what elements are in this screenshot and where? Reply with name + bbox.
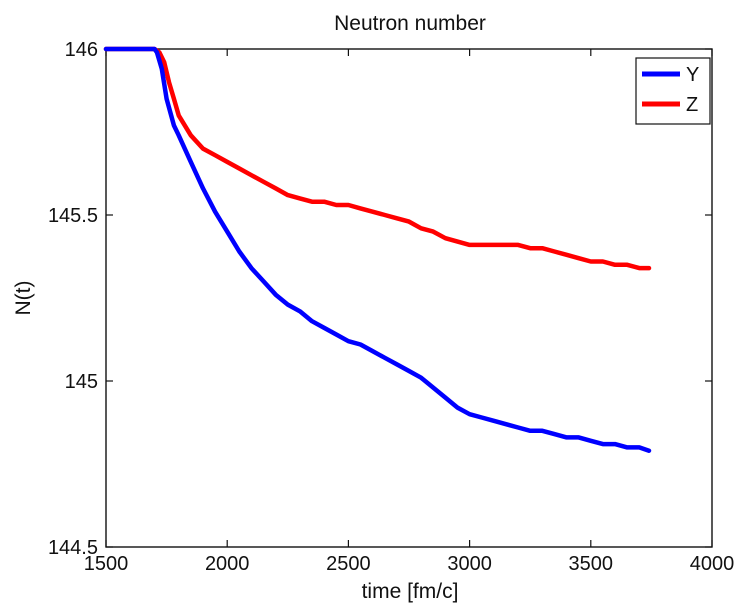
y-axis-label: N(t) [12,281,35,316]
y-tick-label: 145.5 [48,205,98,227]
plot-frame [105,48,713,548]
series-line-y [103,46,652,453]
x-axis-label: time [fm/c] [362,580,459,603]
series-line-z [103,46,652,271]
y-tick-label: 146 [65,39,98,61]
legend-label-z: Z [686,94,698,116]
legend-box [635,57,711,125]
x-tick-label: 3000 [447,553,492,575]
x-tick-label: 4000 [690,553,735,575]
x-tick-label: 3500 [569,553,614,575]
x-tick-label: 2000 [205,553,250,575]
y-tick-label: 144.5 [48,537,98,559]
plot-area: 1500 2000 2500 3000 3500 4000 144.5145145.514… [48,39,734,575]
legend-label-y: Y [686,64,699,86]
y-axis-ticks: 144.5 145 145.5 146 [48,39,712,559]
y-tick-label: 145 [65,371,98,393]
x-tick-label: 1500 [84,553,129,575]
legend: Y Z [635,57,711,125]
x-axis-ticks: 1500 2000 2500 3000 3500 4000 [84,49,735,575]
series-layer [103,46,652,453]
chart-title: Neutron number [334,12,486,35]
x-tick-label: 2500 [326,553,371,575]
